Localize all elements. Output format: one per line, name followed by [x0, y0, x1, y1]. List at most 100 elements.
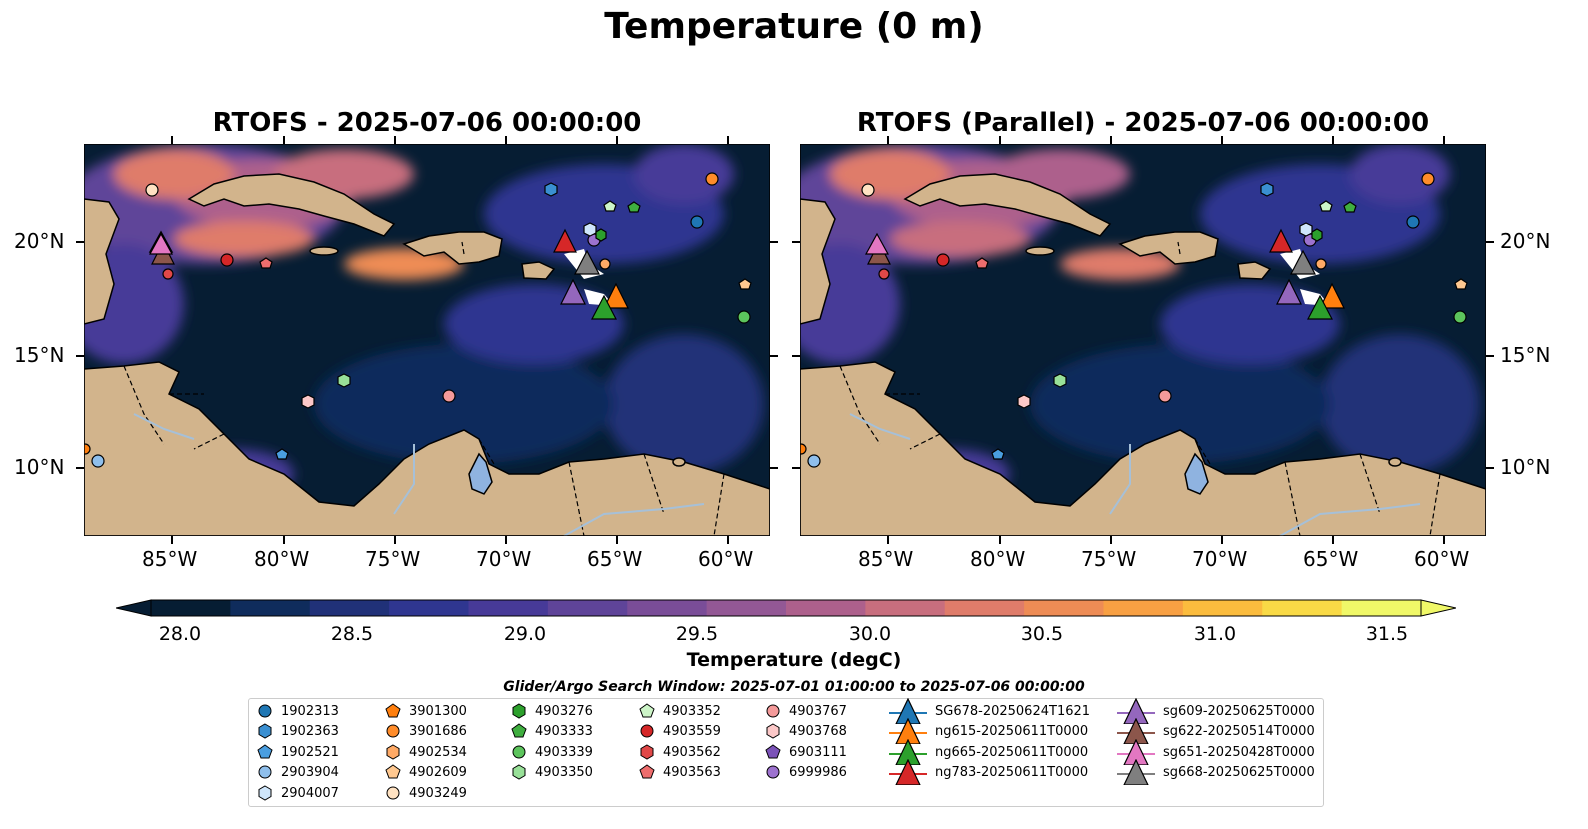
argo-4903767-marker: [1158, 389, 1172, 403]
argo-1902363-marker: [1260, 182, 1274, 197]
colorbar-segment: [786, 600, 866, 616]
map-panel-rtofs-parallel: [800, 144, 1486, 536]
missing-data-patch: [564, 249, 614, 306]
colorbar-tick-28-5: 28.5: [330, 623, 374, 645]
legend-item-label: 4903276: [535, 703, 593, 719]
argo-4903339-marker: [737, 310, 751, 324]
legend-item-4903249: 4903249: [385, 783, 467, 803]
colorbar-tick-31-0: 31.0: [1193, 623, 1237, 645]
legend-item-4902534: 4902534: [385, 742, 467, 762]
legend-item-4903333: 4903333: [511, 721, 593, 741]
legend-item-3901686: 3901686: [385, 721, 467, 741]
glider-ng615-marker: [603, 282, 629, 309]
glider-ng783-marker: [1269, 228, 1293, 253]
lon-label-70w-left: 70°W: [476, 547, 532, 571]
glider-sg668-marker: [1290, 249, 1316, 275]
colorbar-tick-29-5: 29.5: [675, 623, 719, 645]
legend-item-label: 4903352: [663, 703, 721, 719]
rivers: [849, 413, 1421, 536]
figure-title: Temperature (0 m): [604, 6, 984, 47]
legend-item-label: 6903111: [789, 744, 847, 760]
country-borders: [123, 241, 725, 536]
glider-ng783-marker: [553, 228, 577, 253]
argo-3901686-marker: [705, 172, 719, 186]
legend-item-label: 4903339: [535, 744, 593, 760]
panel-title-right: RTOFS (Parallel) - 2025-07-06 00:00:00: [856, 108, 1430, 138]
lon-label-85w-right: 85°W: [858, 547, 914, 571]
lat-label-10n-right: 10°N: [1500, 455, 1551, 479]
legend-item-2904007: 2904007: [257, 783, 339, 803]
lat-label-15n-right: 15°N: [1500, 343, 1551, 367]
argo-4903562-marker: [162, 268, 174, 280]
observation-markers: [800, 172, 1468, 468]
colorbar-segment: [230, 600, 311, 616]
colorbar-segment: [151, 600, 231, 616]
legend-item-label: 1902363: [281, 723, 339, 739]
colorbar-segment: [468, 600, 549, 616]
argo-3901686-marker: [1421, 172, 1435, 186]
legend-item-label: 4903768: [789, 723, 847, 739]
legend-item-4902609: 4902609: [385, 762, 467, 782]
legend-item-label: 4902534: [409, 744, 467, 760]
colorbar-outline: [150, 599, 1422, 617]
lat-label-10n-left: 10°N: [14, 455, 65, 479]
argo-4902609-marker: [738, 278, 752, 290]
lon-label-80w-right: 80°W: [970, 547, 1026, 571]
argo-4903339-marker: [1453, 310, 1467, 324]
legend-item-4903350: 4903350: [511, 762, 593, 782]
argo-3901300-marker: [800, 443, 807, 455]
argo-4903352-marker: [1319, 200, 1333, 212]
legend-item-6999986: 6999986: [765, 762, 847, 782]
argo-4902534-marker: [599, 258, 611, 270]
legend-item-label: 4902609: [409, 764, 467, 780]
colorbar-segment: [309, 600, 390, 616]
colorbar-label: Temperature (degC): [686, 649, 902, 671]
glider-sg651-top-marker: [148, 232, 174, 255]
missing-data-patch: [1280, 249, 1330, 306]
lon-label-75w-left: 75°W: [365, 547, 421, 571]
glider-ng665-marker: [1307, 294, 1333, 320]
legend-box: 1902313 1902363 1902521 2903904 2904007 39013…: [248, 698, 1324, 807]
glider-sg668-marker: [574, 249, 600, 275]
argo-4903333-marker: [1343, 201, 1357, 213]
argo-2904007-marker: [583, 222, 597, 237]
lon-label-60w-left: 60°W: [698, 547, 754, 571]
argo-2903904-marker: [807, 454, 821, 468]
colorbar: [116, 599, 1456, 617]
legend-item-label: ng665-20250611T0000: [935, 744, 1089, 760]
legend-item-label: 6999986: [789, 764, 847, 780]
island-small: [309, 246, 686, 467]
colorbar-extend-high: [1420, 599, 1456, 617]
legend-item-4903562: 4903562: [639, 742, 721, 762]
argo-2903904-marker: [91, 454, 105, 468]
legend-item-ng615-20250611t0000: ng615-20250611T0000: [889, 718, 1089, 744]
glider-ng665-marker: [591, 294, 617, 320]
colorbar-segment: [389, 600, 469, 616]
argo-4903563-marker: [259, 257, 273, 269]
argo-4902534-marker: [1315, 258, 1327, 270]
legend-item-1902313: 1902313: [257, 701, 339, 721]
lon-label-65w-right: 65°W: [1303, 547, 1359, 571]
legend-item-label: 4903559: [663, 723, 721, 739]
colorbar-segment: [1182, 600, 1263, 616]
rivers: [133, 413, 705, 536]
argo-4903333-marker: [627, 201, 641, 213]
legend-item-sg678-20250624t1621: SG678-20250624T1621: [889, 698, 1090, 724]
legend-item-4903768: 4903768: [765, 721, 847, 741]
legend-item-6903111: 6903111: [765, 742, 847, 762]
panel-title-left: RTOFS - 2025-07-06 00:00:00: [212, 108, 642, 138]
argo-4903559-marker: [936, 253, 950, 267]
legend-item-label: ng615-20250611T0000: [935, 723, 1089, 739]
legend-item-4903767: 4903767: [765, 701, 847, 721]
argo-4903768-marker: [1017, 394, 1031, 409]
glider-sg609-marker: [1276, 278, 1302, 305]
map-panel-rtofs: [84, 144, 770, 536]
colorbar-segment: [944, 600, 1025, 616]
legend-item-sg609-20250625t0000: sg609-20250625T0000: [1117, 698, 1315, 724]
legend-item-label: ng783-20250611T0000: [935, 764, 1089, 780]
legend-item-label: 2903904: [281, 764, 339, 780]
lon-label-65w-left: 65°W: [587, 547, 643, 571]
argo-4903352-marker: [603, 200, 617, 212]
legend-item-label: 4903333: [535, 723, 593, 739]
legend-item-ng783-20250611t0000: ng783-20250611T0000: [889, 759, 1089, 785]
